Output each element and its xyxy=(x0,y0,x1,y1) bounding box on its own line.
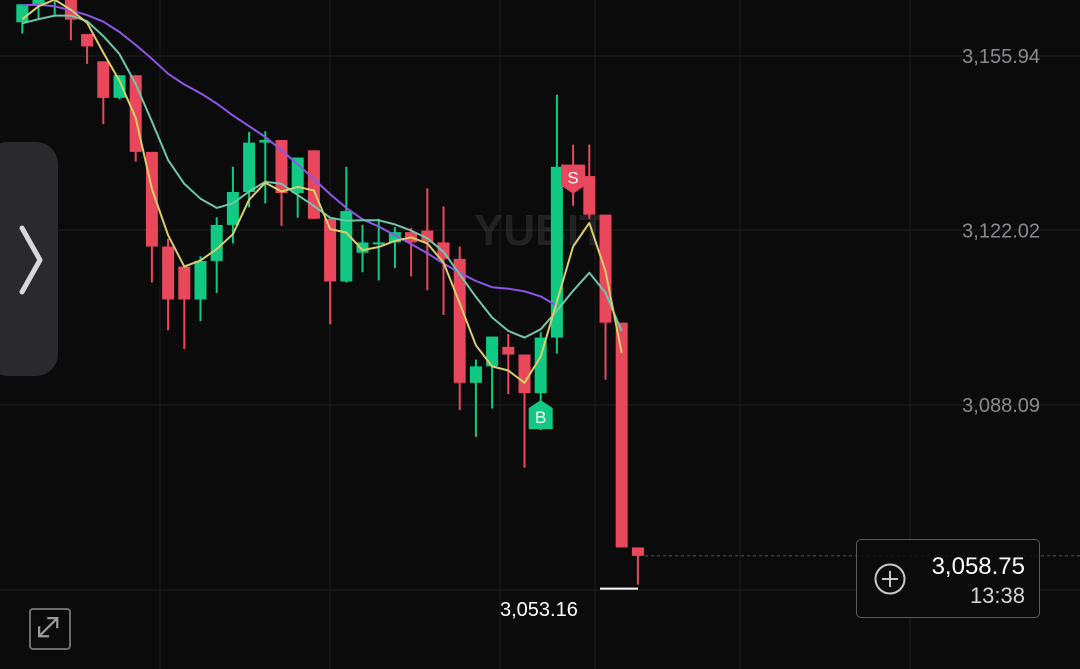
ma-short-line xyxy=(21,0,623,384)
candle-body xyxy=(340,211,353,282)
candle-body xyxy=(194,260,207,300)
candle-body xyxy=(16,4,29,23)
add-order-icon[interactable] xyxy=(874,563,906,595)
sell-marker xyxy=(561,164,586,194)
low-price-label: 3,053.16 xyxy=(500,599,578,621)
candle-body xyxy=(113,75,126,98)
candle-body xyxy=(178,266,191,300)
candle-body xyxy=(210,224,223,261)
candle-body xyxy=(388,232,401,243)
candle-body xyxy=(259,140,272,143)
candle-body xyxy=(226,191,239,225)
candle-body xyxy=(421,230,434,243)
candle-body xyxy=(243,142,256,192)
buy-marker xyxy=(528,400,553,430)
candle-body xyxy=(631,547,644,556)
fullscreen-button[interactable] xyxy=(29,608,71,650)
candle-body xyxy=(486,336,499,367)
y-tick-label: 3,122.02 xyxy=(962,220,1040,242)
candle-countdown: 13:38 xyxy=(969,583,1025,608)
last-price-value: 3,058.75 xyxy=(931,553,1025,580)
candle-body xyxy=(81,34,94,47)
y-tick-label: 3,088.09 xyxy=(962,395,1040,417)
last-price-box[interactable]: 3,058.75 13:38 xyxy=(856,539,1040,618)
candle-body xyxy=(32,0,45,5)
candle-body xyxy=(518,354,531,394)
candle-body xyxy=(307,150,320,219)
side-panel-toggle[interactable] xyxy=(0,142,58,376)
y-tick-label: 3,155.94 xyxy=(962,46,1040,68)
candle-body xyxy=(324,218,337,282)
sell-marker-label: S xyxy=(567,169,578,188)
expand-icon xyxy=(38,617,59,638)
candle-body xyxy=(453,258,466,383)
candle-body xyxy=(534,337,547,394)
ma-long-line xyxy=(22,3,558,307)
candle-body xyxy=(469,366,482,383)
candle-body xyxy=(502,346,515,355)
candle-body xyxy=(583,176,596,215)
candle-body xyxy=(97,61,110,98)
ma-mid-line xyxy=(22,14,623,339)
candle-body xyxy=(356,242,369,253)
chevron-right-icon[interactable] xyxy=(14,220,44,300)
candle-body xyxy=(615,322,628,548)
candle-body xyxy=(162,246,175,300)
buy-marker-label: B xyxy=(535,408,546,427)
candle-body xyxy=(372,242,385,245)
